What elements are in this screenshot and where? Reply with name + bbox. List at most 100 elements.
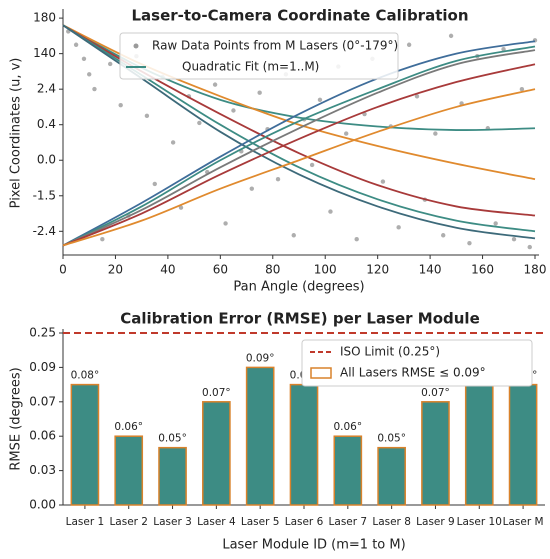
raw-point bbox=[433, 131, 438, 136]
raw-point bbox=[212, 82, 218, 87]
fit-line bbox=[62, 45, 536, 247]
raw-point bbox=[309, 162, 315, 168]
raw-point bbox=[396, 225, 401, 230]
y-axis-label: Pixel Coordinates (u, v) bbox=[9, 58, 24, 209]
legend-marker bbox=[310, 367, 332, 379]
y-tick-label: 0.09 bbox=[29, 360, 56, 374]
legend-box bbox=[301, 339, 533, 387]
raw-point bbox=[519, 86, 525, 92]
raw-point bbox=[144, 113, 150, 119]
x-tick-label: 0 bbox=[59, 263, 67, 277]
raw-point bbox=[354, 237, 359, 242]
y-axis-label: RMSE (degrees) bbox=[9, 367, 24, 470]
x-tick-label: 80 bbox=[265, 263, 280, 277]
y-tick-label: 180 bbox=[33, 11, 56, 25]
raw-point bbox=[170, 140, 176, 145]
bar bbox=[377, 446, 406, 506]
bar-value-label: 0.08° bbox=[71, 370, 100, 382]
x-tick-label: 140 bbox=[419, 263, 442, 277]
x-tick-label: 160 bbox=[471, 263, 494, 277]
raw-point bbox=[249, 186, 254, 191]
fit-line bbox=[62, 88, 536, 247]
bar-value-label: 0.05° bbox=[158, 433, 187, 445]
bar bbox=[289, 383, 319, 506]
y-tick-label: 0.00 bbox=[29, 498, 56, 512]
bar-value-label: 0.05° bbox=[377, 433, 406, 445]
raw-point bbox=[73, 42, 79, 47]
raw-point bbox=[448, 33, 454, 39]
y-tick-label: 0.03 bbox=[29, 463, 56, 477]
x-axis-label: Laser Module ID (m=1 to M) bbox=[222, 538, 405, 553]
x-tick-label: Laser 6 bbox=[285, 516, 324, 528]
raw-point bbox=[527, 244, 532, 250]
bar bbox=[333, 435, 363, 506]
x-tick-label: Laser 2 bbox=[109, 516, 148, 528]
x-tick-label: 40 bbox=[160, 263, 175, 277]
x-tick-label: 20 bbox=[108, 263, 123, 277]
raw-point bbox=[441, 233, 446, 238]
y-tick-label: 2.4 bbox=[37, 82, 56, 96]
raw-point bbox=[197, 120, 202, 126]
raw-point bbox=[118, 102, 123, 108]
raw-point bbox=[100, 237, 105, 242]
y-tick-label: 0.25 bbox=[29, 326, 56, 340]
legend: ISO Limit (0.25°) All Lasers RMSE ≤ 0.09° bbox=[301, 339, 533, 387]
legend-label: Raw Data Points from M Lasers (0°-179°) bbox=[152, 39, 398, 53]
x-tick-label: 120 bbox=[366, 263, 389, 277]
raw-point bbox=[344, 131, 349, 136]
x-tick-label: 60 bbox=[213, 263, 228, 277]
raw-point bbox=[231, 108, 236, 113]
raw-point bbox=[501, 46, 506, 52]
raw-point bbox=[493, 221, 498, 226]
x-tick-label: 180 bbox=[524, 263, 547, 277]
fit-line bbox=[62, 63, 536, 247]
x-tick-label: Laser 3 bbox=[153, 516, 192, 528]
x-axis-label: Pan Angle (degrees) bbox=[233, 280, 364, 295]
bar bbox=[508, 383, 538, 506]
x-tick-label: Laser 4 bbox=[197, 516, 236, 528]
x-tick-label: Laser 9 bbox=[416, 516, 455, 528]
raw-point bbox=[87, 72, 92, 77]
raw-point bbox=[511, 237, 517, 242]
chart-title: Calibration Error (RMSE) per Laser Modul… bbox=[120, 310, 480, 328]
bar bbox=[421, 401, 450, 506]
raw-point bbox=[317, 97, 323, 103]
raw-point bbox=[467, 240, 472, 246]
y-tick-label: 0.07 bbox=[29, 394, 56, 408]
bar bbox=[202, 401, 231, 506]
y-tick-label: 0.06 bbox=[29, 429, 56, 443]
raw-point bbox=[108, 61, 113, 67]
bar bbox=[464, 366, 494, 506]
raw-point bbox=[223, 221, 228, 226]
legend-label: All Lasers RMSE ≤ 0.09° bbox=[340, 366, 486, 380]
x-tick-label: Laser 7 bbox=[329, 516, 368, 528]
y-tick-label: -2.4 bbox=[33, 224, 56, 238]
raw-point bbox=[178, 205, 184, 210]
fit-line bbox=[62, 40, 536, 247]
legend: Raw Data Points from M Lasers (0°-179°) Q… bbox=[119, 32, 399, 80]
y-tick-label: 140 bbox=[33, 46, 56, 60]
raw-point bbox=[257, 90, 262, 95]
bar bbox=[245, 366, 275, 506]
x-tick-label: Laser 8 bbox=[372, 516, 411, 528]
bar-value-label: 0.06° bbox=[333, 421, 362, 433]
x-tick-label: Laser M bbox=[503, 516, 544, 528]
bar bbox=[70, 383, 100, 506]
bar-value-label: 0.09° bbox=[246, 352, 275, 364]
raw-point bbox=[414, 94, 420, 99]
raw-point bbox=[152, 181, 157, 187]
raw-point bbox=[328, 209, 333, 214]
legend-label: ISO Limit (0.25°) bbox=[340, 345, 440, 359]
x-tick-label: Laser 10 bbox=[457, 516, 502, 528]
x-tick-label: Laser 5 bbox=[241, 516, 280, 528]
legend-box bbox=[119, 32, 399, 80]
raw-point bbox=[380, 179, 386, 184]
legend-label: Quadratic Fit (m=1..M) bbox=[182, 60, 319, 74]
raw-point bbox=[406, 42, 412, 47]
raw-point bbox=[81, 56, 87, 62]
chart-title: Laser-to-Camera Coordinate Calibration bbox=[131, 7, 468, 25]
raw-point bbox=[275, 176, 281, 182]
bar bbox=[114, 435, 144, 506]
